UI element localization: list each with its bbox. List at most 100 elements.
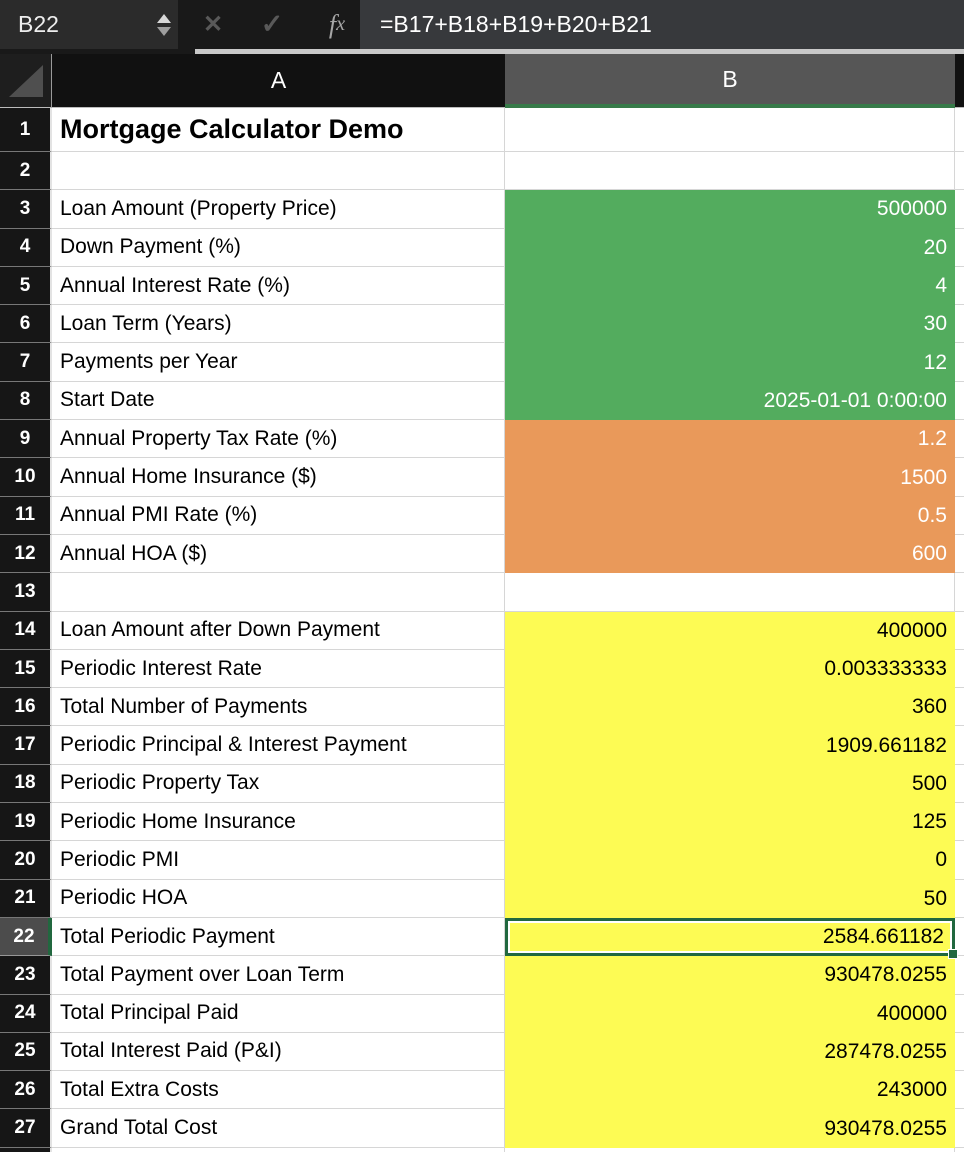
cell-A26[interactable]: Total Extra Costs: [52, 1071, 505, 1110]
row-header-15[interactable]: 15: [0, 649, 52, 689]
cell-A20[interactable]: Periodic PMI: [52, 841, 505, 880]
cell-B2[interactable]: [505, 152, 955, 191]
cell-A6[interactable]: Loan Term (Years): [52, 305, 505, 344]
row-header-3[interactable]: 3: [0, 190, 52, 229]
row-header-19[interactable]: 19: [0, 803, 52, 842]
row-header-11[interactable]: 11: [0, 496, 52, 535]
cell-B12[interactable]: 600: [505, 534, 955, 574]
row-23: 23 Total Payment over Loan Term 930478.025…: [0, 956, 964, 995]
row-25: 25 Total Interest Paid (P&I) 287478.0255: [0, 1032, 964, 1072]
cell-A9[interactable]: Annual Property Tax Rate (%): [52, 420, 505, 459]
cell-B26[interactable]: 243000: [505, 1071, 955, 1110]
cell-B1[interactable]: [505, 108, 955, 152]
cell-B22[interactable]: 2584.661182: [505, 917, 958, 960]
row-header-17[interactable]: 17: [0, 726, 52, 765]
row-header-23[interactable]: 23: [0, 956, 52, 995]
cell-B17[interactable]: 1909.661182: [505, 726, 955, 765]
cell-B24[interactable]: 400000: [505, 994, 955, 1033]
cell-A17[interactable]: Periodic Principal & Interest Payment: [52, 726, 505, 765]
row-header-9[interactable]: 9: [0, 420, 52, 459]
cell-B27[interactable]: 930478.0255: [505, 1109, 955, 1148]
cell-A1[interactable]: Mortgage Calculator Demo: [52, 108, 505, 152]
row-21: 21 Periodic HOA 50: [0, 879, 964, 918]
cell-B15[interactable]: 0.003333333: [505, 649, 955, 689]
row-header-26[interactable]: 26: [0, 1071, 52, 1110]
cell-A22[interactable]: Total Periodic Payment: [52, 917, 505, 957]
cell-B6[interactable]: 30: [505, 305, 955, 344]
cell-B7[interactable]: 12: [505, 343, 955, 382]
row-header-16[interactable]: 16: [0, 688, 52, 727]
cell-A3[interactable]: Loan Amount (Property Price): [52, 190, 505, 229]
cell-B14[interactable]: 400000: [505, 611, 955, 650]
cell-A16[interactable]: Total Number of Payments: [52, 688, 505, 727]
row-header-27[interactable]: 27: [0, 1109, 52, 1148]
cell-A12[interactable]: Annual HOA ($): [52, 534, 505, 574]
cell-B11[interactable]: 0.5: [505, 496, 955, 535]
row-header-22[interactable]: 22: [0, 917, 52, 957]
cell-A-filler[interactable]: [52, 1147, 505, 1152]
stepper-down-icon[interactable]: [157, 26, 171, 36]
cell-A19[interactable]: Periodic Home Insurance: [52, 803, 505, 842]
cell-A24[interactable]: Total Principal Paid: [52, 994, 505, 1033]
row-header-24[interactable]: 24: [0, 994, 52, 1033]
cell-A15[interactable]: Periodic Interest Rate: [52, 649, 505, 689]
column-header-B[interactable]: B: [505, 54, 955, 108]
cell-B21[interactable]: 50: [505, 879, 955, 918]
cancel-icon[interactable]: ✕: [202, 11, 224, 38]
cell-A27[interactable]: Grand Total Cost: [52, 1109, 505, 1148]
cell-B25[interactable]: 287478.0255: [505, 1032, 955, 1072]
row-header-filler[interactable]: [0, 1147, 52, 1152]
cell-B10[interactable]: 1500: [505, 458, 955, 497]
row-header-20[interactable]: 20: [0, 841, 52, 880]
cell-A21[interactable]: Periodic HOA: [52, 879, 505, 918]
cell-A2[interactable]: [52, 152, 505, 191]
name-box[interactable]: B22: [0, 0, 178, 49]
row-header-10[interactable]: 10: [0, 458, 52, 497]
row-header-6[interactable]: 6: [0, 305, 52, 344]
row-header-2[interactable]: 2: [0, 152, 52, 191]
row-header-21[interactable]: 21: [0, 879, 52, 918]
confirm-icon[interactable]: ✓: [260, 9, 284, 39]
column-header-row: A B: [0, 54, 964, 108]
stepper-up-icon[interactable]: [157, 13, 171, 23]
row-header-1[interactable]: 1: [0, 108, 52, 152]
cell-B19[interactable]: 125: [505, 803, 955, 842]
cell-A18[interactable]: Periodic Property Tax: [52, 764, 505, 804]
cell-B20[interactable]: 0: [505, 841, 955, 880]
cell-A14[interactable]: Loan Amount after Down Payment: [52, 611, 505, 650]
row-header-25[interactable]: 25: [0, 1032, 52, 1072]
cell-B4[interactable]: 20: [505, 228, 955, 267]
formula-input[interactable]: =B17+B18+B19+B20+B21: [360, 0, 964, 49]
row-header-18[interactable]: 18: [0, 764, 52, 804]
cell-A4[interactable]: Down Payment (%): [52, 228, 505, 267]
cell-A7[interactable]: Payments per Year: [52, 343, 505, 382]
cell-B3[interactable]: 500000: [505, 190, 955, 229]
select-all-button[interactable]: [0, 54, 52, 108]
cell-B5[interactable]: 4: [505, 266, 955, 306]
row-header-14[interactable]: 14: [0, 611, 52, 650]
cell-A11[interactable]: Annual PMI Rate (%): [52, 496, 505, 535]
cell-B8[interactable]: 2025-01-01 0:00:00: [505, 381, 955, 421]
cell-C27: [955, 1109, 964, 1148]
fill-handle[interactable]: [948, 949, 958, 960]
cell-A10[interactable]: Annual Home Insurance ($): [52, 458, 505, 497]
cell-A23[interactable]: Total Payment over Loan Term: [52, 956, 505, 995]
row-header-8[interactable]: 8: [0, 381, 52, 421]
cell-B16[interactable]: 360: [505, 688, 955, 727]
cell-A25[interactable]: Total Interest Paid (P&I): [52, 1032, 505, 1072]
cell-A13[interactable]: [52, 573, 505, 612]
row-header-4[interactable]: 4: [0, 228, 52, 267]
row-header-5[interactable]: 5: [0, 266, 52, 306]
column-header-A[interactable]: A: [52, 54, 505, 108]
cell-B13[interactable]: [505, 573, 955, 612]
cell-A8[interactable]: Start Date: [52, 381, 505, 421]
row-header-12[interactable]: 12: [0, 534, 52, 574]
cell-A5[interactable]: Annual Interest Rate (%): [52, 266, 505, 306]
row-header-7[interactable]: 7: [0, 343, 52, 382]
cell-B-filler[interactable]: [505, 1147, 955, 1152]
cell-B23[interactable]: 930478.0255: [505, 956, 955, 995]
row-header-13[interactable]: 13: [0, 573, 52, 612]
cell-B18[interactable]: 500: [505, 764, 955, 804]
cell-B9[interactable]: 1.2: [505, 420, 955, 459]
